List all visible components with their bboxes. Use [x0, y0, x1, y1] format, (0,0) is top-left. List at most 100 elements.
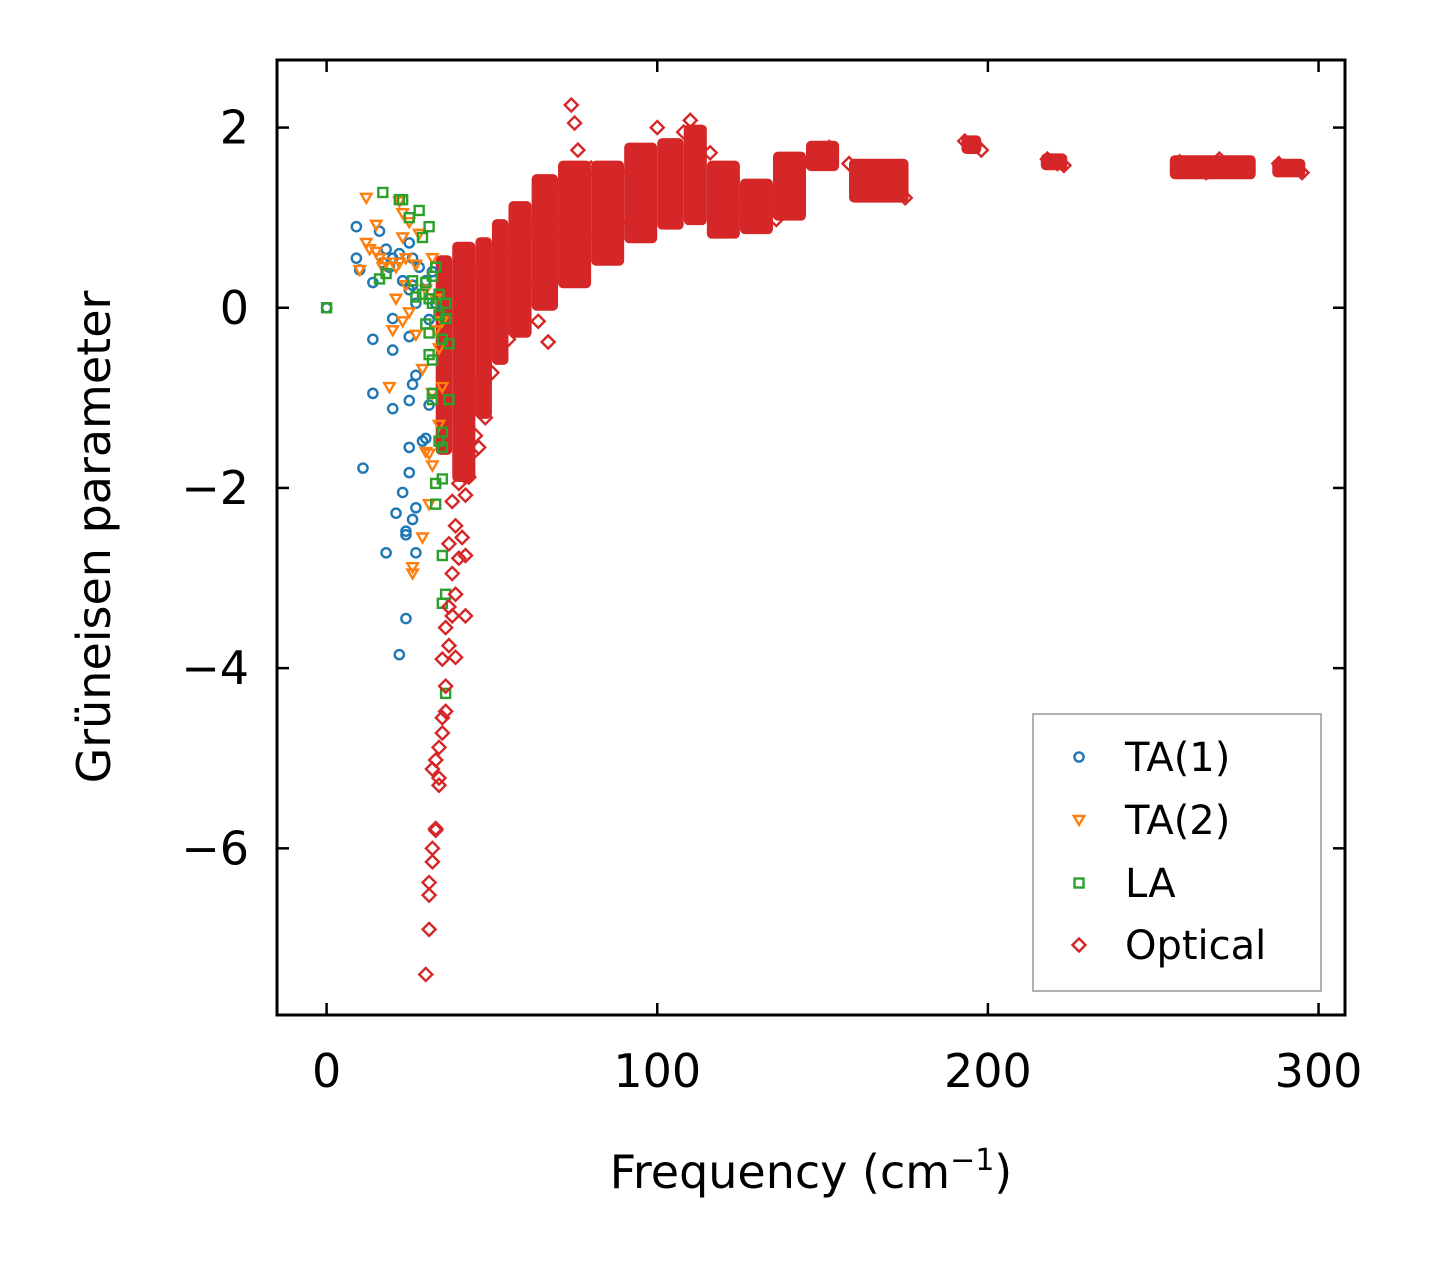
data-point	[430, 769, 448, 787]
data-point	[443, 393, 455, 406]
data-point	[447, 586, 464, 603]
data-point	[436, 441, 449, 454]
data-point	[410, 501, 422, 514]
data-point	[897, 189, 914, 207]
data-point	[682, 112, 699, 129]
data-point	[794, 155, 811, 172]
data-point	[420, 886, 438, 904]
data-point	[715, 168, 732, 186]
data-point	[576, 229, 593, 246]
data-point	[768, 211, 785, 228]
x-tick-label: 300	[1275, 1044, 1363, 1098]
data-point	[426, 354, 439, 366]
data-point	[426, 393, 439, 406]
x-axis-label-superscript: −1	[950, 1143, 994, 1178]
data-point	[392, 257, 407, 271]
legend: TA(1) TA(2) LA Optical	[1032, 713, 1322, 992]
data-point	[410, 369, 422, 382]
data-point	[447, 517, 464, 534]
axis-ticks: 0 100 200 300 2 0 −2 −4 −6	[181, 60, 1362, 1098]
legend-marker	[1073, 877, 1085, 889]
data-point	[435, 381, 450, 395]
data-point	[421, 448, 437, 462]
data-point	[450, 550, 468, 567]
data-point	[352, 264, 367, 278]
data-point	[701, 144, 719, 161]
data-point	[820, 139, 838, 156]
data-point	[470, 439, 487, 456]
data-point	[1039, 150, 1056, 168]
data-point	[382, 381, 397, 395]
data-point	[423, 327, 435, 339]
data-point	[427, 820, 444, 837]
data-point	[431, 419, 447, 433]
data-point	[437, 677, 454, 695]
data-point	[840, 155, 858, 172]
data-point	[426, 387, 439, 400]
data-point	[358, 237, 374, 251]
data-point	[426, 297, 439, 309]
legend-marker	[1071, 814, 1087, 828]
data-point	[434, 650, 451, 668]
data-point	[425, 460, 440, 473]
data-point	[473, 378, 491, 396]
data-point	[956, 132, 973, 150]
data-point	[400, 612, 412, 625]
data-point	[460, 376, 477, 393]
data-point	[368, 219, 384, 233]
data-point	[406, 275, 419, 287]
data-point	[393, 648, 406, 661]
data-point	[477, 409, 494, 426]
data-point	[444, 565, 461, 582]
data-point	[411, 228, 427, 242]
data-point	[408, 329, 424, 343]
legend-marker	[1070, 936, 1088, 954]
data-point	[439, 687, 452, 700]
data-point	[403, 394, 416, 407]
optical-band	[706, 160, 740, 239]
optical-band	[772, 151, 807, 221]
legend-label: LA	[1125, 861, 1176, 907]
data-point	[396, 486, 409, 499]
data-point	[807, 144, 825, 161]
data-point	[563, 96, 580, 114]
data-point	[410, 291, 422, 303]
data-point	[688, 204, 706, 222]
data-point	[539, 333, 557, 351]
data-point	[320, 302, 333, 314]
x-axis-label: Frequency (cm−1)	[610, 1143, 1013, 1199]
data-point	[367, 387, 379, 400]
data-point	[423, 220, 435, 233]
data-point	[420, 874, 438, 891]
data-point	[395, 316, 410, 329]
data-point	[1211, 150, 1228, 168]
data-point	[460, 468, 477, 486]
data-point	[450, 475, 468, 492]
data-points	[320, 96, 1311, 983]
data-point	[415, 532, 430, 545]
optical-band	[508, 201, 532, 338]
data-point	[357, 462, 369, 474]
data-point	[380, 547, 392, 559]
data-point	[388, 293, 404, 307]
data-point	[966, 137, 983, 154]
data-point	[427, 751, 444, 769]
plot-frame	[275, 58, 1347, 1017]
data-point	[433, 288, 445, 300]
data-point	[378, 257, 394, 271]
y-tick-label: 2	[220, 101, 249, 155]
series-la	[320, 186, 455, 700]
data-point	[430, 261, 442, 273]
data-point	[400, 528, 412, 541]
y-axis-label: Grüneisen parameter	[67, 290, 121, 783]
y-tick-label: −2	[181, 461, 249, 515]
data-point	[419, 432, 432, 445]
y-tick-label: −6	[181, 821, 249, 875]
data-point	[390, 507, 402, 519]
data-point	[401, 307, 417, 320]
data-point	[386, 402, 399, 415]
data-point	[1055, 157, 1073, 174]
optical-band	[491, 219, 509, 365]
y-tick-label: 0	[220, 281, 249, 335]
